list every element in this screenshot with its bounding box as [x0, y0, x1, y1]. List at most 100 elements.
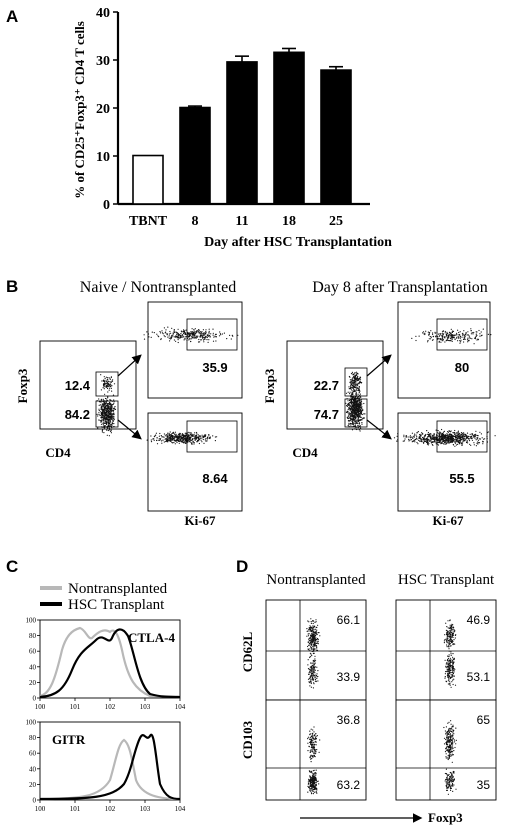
event-dot: [444, 634, 446, 636]
event-dot: [471, 439, 474, 441]
event-dot: [449, 676, 452, 678]
event-dot: [448, 661, 450, 663]
event-dot: [472, 434, 474, 436]
event-dot: [202, 436, 204, 438]
event-dot: [356, 386, 358, 388]
event-dot: [101, 380, 103, 382]
event-dot: [452, 781, 454, 783]
histogram-marker-label: CTLA-4: [128, 630, 175, 645]
event-dot: [108, 411, 110, 413]
event-dot: [172, 333, 174, 335]
d-plot-cd103-transplant: 65 35: [395, 699, 497, 801]
event-dot: [352, 396, 354, 398]
event-dot: [310, 749, 312, 751]
y-tick-label: 20: [96, 102, 110, 117]
event-dot: [446, 646, 448, 648]
event-dot: [445, 629, 447, 631]
event-dot: [453, 671, 455, 673]
event-dot: [442, 431, 445, 433]
event-dot: [107, 396, 109, 398]
event-dot: [349, 415, 351, 417]
event-dot: [445, 340, 447, 342]
event-dot: [313, 669, 315, 671]
event-dot: [446, 671, 448, 673]
event-dot: [465, 433, 467, 436]
event-dot: [454, 445, 456, 447]
event-dot: [167, 336, 169, 338]
event-dot: [195, 434, 197, 436]
event-dot: [353, 403, 355, 405]
lower-gate: [344, 398, 368, 428]
event-dot: [355, 386, 357, 388]
event-dot: [349, 399, 351, 402]
event-dot: [453, 639, 455, 641]
event-dot: [100, 401, 102, 403]
y-tick-label: 100: [26, 617, 37, 625]
event-dot: [100, 413, 102, 415]
event-dot: [416, 441, 418, 444]
event-dot: [462, 436, 464, 438]
event-dot: [168, 335, 170, 337]
event-dot: [164, 435, 166, 437]
event-dot: [439, 435, 441, 438]
event-dot: [450, 437, 452, 439]
event-dot: [310, 785, 312, 787]
event-dot: [198, 442, 200, 445]
event-dot: [457, 430, 459, 432]
event-dot: [355, 400, 357, 402]
event-dot: [195, 438, 197, 440]
event-dot: [109, 404, 111, 406]
event-dot: [310, 618, 312, 620]
event-dot: [468, 440, 471, 442]
event-dot: [418, 439, 420, 441]
event-dot: [447, 738, 450, 740]
event-dot: [475, 333, 477, 335]
event-dot: [453, 784, 455, 786]
event-dot: [106, 403, 108, 405]
event-dot: [160, 435, 162, 437]
event-dot: [409, 436, 411, 438]
event-dot: [435, 429, 437, 431]
event-dot: [426, 430, 428, 432]
event-dot: [346, 403, 349, 405]
event-dot: [396, 435, 398, 437]
event-dot: [312, 622, 314, 625]
event-dot: [312, 750, 314, 752]
event-dot: [312, 788, 314, 791]
event-dot: [452, 679, 454, 681]
event-dot: [442, 437, 444, 439]
event-dot: [467, 334, 469, 336]
event-dot: [433, 440, 435, 443]
event-dot: [476, 334, 478, 336]
event-dot: [307, 649, 310, 651]
event-dot: [189, 335, 191, 337]
event-dot: [473, 442, 475, 444]
event-dot: [417, 431, 419, 433]
event-dot: [471, 437, 473, 439]
event-dot: [435, 436, 437, 438]
event-dot: [438, 436, 440, 438]
event-dot: [465, 331, 467, 334]
event-dot: [312, 625, 314, 627]
event-dot: [487, 333, 489, 335]
event-dot: [420, 433, 422, 435]
event-dot: [208, 328, 210, 330]
lower-gate-value: 84.2: [65, 407, 90, 422]
event-dot: [189, 441, 192, 443]
event-dot: [307, 664, 309, 666]
event-dot: [481, 334, 483, 336]
event-dot: [411, 432, 413, 434]
x-axis-label: Day after HSC Transplantation: [204, 235, 392, 250]
event-dot: [353, 386, 355, 388]
event-dot: [316, 647, 318, 649]
event-dot: [459, 438, 461, 440]
event-dot: [310, 628, 312, 630]
event-dot: [188, 441, 190, 443]
event-dot: [469, 435, 471, 438]
event-dot: [360, 396, 362, 398]
event-dot: [108, 419, 110, 421]
event-dot: [163, 335, 165, 337]
event-dot: [164, 336, 166, 338]
event-dot: [447, 636, 449, 638]
event-dot: [156, 443, 159, 445]
